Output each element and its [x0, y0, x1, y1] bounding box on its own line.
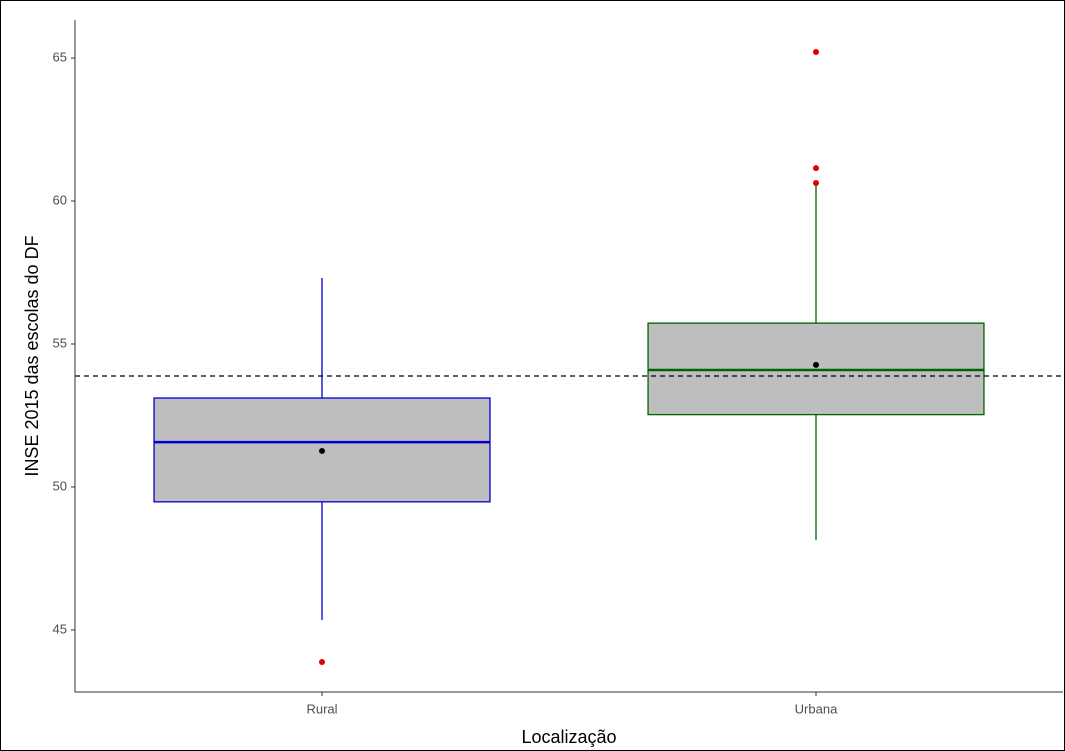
outlier — [813, 165, 819, 172]
outlier — [813, 49, 819, 56]
outlier — [319, 658, 325, 665]
y-tick-label: 50 — [53, 478, 67, 493]
y-tick-label: 65 — [53, 49, 67, 64]
x-tick-label: Rural — [306, 701, 337, 716]
y-tick-label: 45 — [53, 621, 67, 636]
axes — [74, 20, 1063, 693]
x-tick-label: Urbana — [795, 701, 838, 716]
x-axis-title: Localização — [521, 727, 616, 747]
y-axis-title: INSE 2015 das escolas do DF — [22, 235, 42, 476]
y-tick-label: 60 — [53, 192, 67, 207]
mean — [319, 447, 325, 454]
outlier — [813, 179, 819, 186]
y-tick-label: 55 — [53, 335, 67, 350]
mean — [813, 361, 819, 368]
